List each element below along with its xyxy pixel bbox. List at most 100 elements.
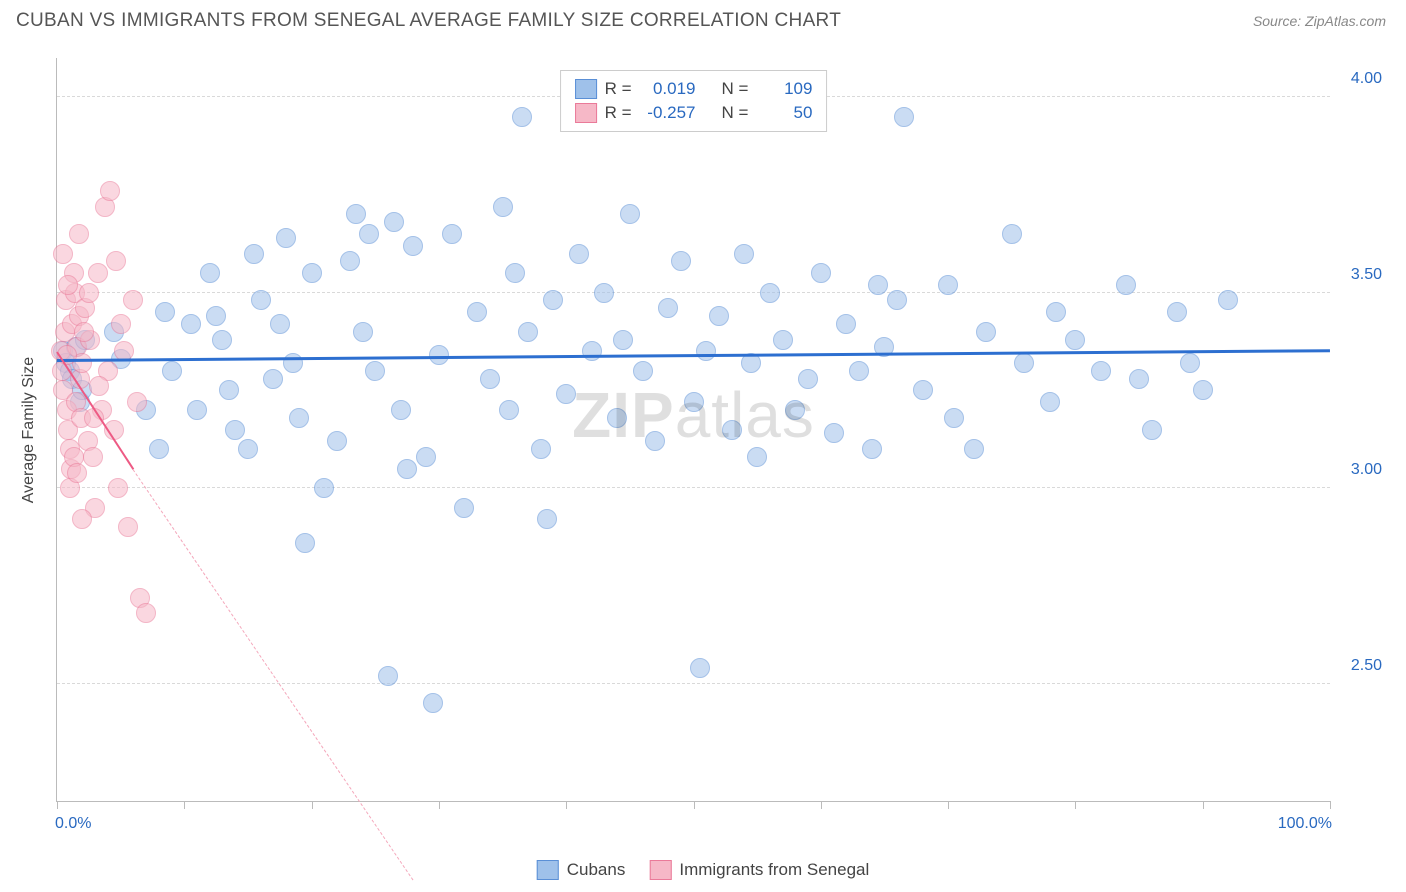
scatter-point — [684, 392, 704, 412]
chart-header: CUBAN VS IMMIGRANTS FROM SENEGAL AVERAGE… — [0, 0, 1406, 36]
scatter-point — [353, 322, 373, 342]
scatter-point — [518, 322, 538, 342]
x-tick — [312, 801, 313, 809]
scatter-point — [785, 400, 805, 420]
x-tick — [57, 801, 58, 809]
scatter-point — [537, 509, 557, 529]
scatter-point — [327, 431, 347, 451]
scatter-point — [811, 263, 831, 283]
scatter-point — [499, 400, 519, 420]
legend-n-label: N = — [722, 103, 749, 123]
scatter-point — [53, 244, 73, 264]
scatter-point — [276, 228, 296, 248]
scatter-point — [938, 275, 958, 295]
legend-stats-row: R =0.019N =109 — [575, 77, 813, 101]
scatter-point — [263, 369, 283, 389]
scatter-point — [607, 408, 627, 428]
scatter-point — [836, 314, 856, 334]
scatter-point — [302, 263, 322, 283]
scatter-point — [79, 283, 99, 303]
scatter-point — [849, 361, 869, 381]
scatter-point — [467, 302, 487, 322]
chart-source: Source: ZipAtlas.com — [1253, 13, 1386, 29]
scatter-point — [106, 251, 126, 271]
legend-n-label: N = — [722, 79, 749, 99]
y-gridline — [57, 683, 1330, 684]
legend-r-value: -0.257 — [640, 103, 696, 123]
scatter-point — [283, 353, 303, 373]
scatter-point — [200, 263, 220, 283]
scatter-point — [658, 298, 678, 318]
scatter-point — [1040, 392, 1060, 412]
legend-stats-row: R =-0.257N =50 — [575, 101, 813, 125]
scatter-point — [773, 330, 793, 350]
scatter-point — [594, 283, 614, 303]
x-tick — [1075, 801, 1076, 809]
scatter-point — [72, 509, 92, 529]
x-tick — [694, 801, 695, 809]
scatter-point — [671, 251, 691, 271]
scatter-point — [423, 693, 443, 713]
scatter-point — [633, 361, 653, 381]
scatter-point — [709, 306, 729, 326]
scatter-point — [123, 290, 143, 310]
scatter-point — [1091, 361, 1111, 381]
scatter-point — [620, 204, 640, 224]
y-tick-label: 4.00 — [1351, 70, 1382, 88]
x-tick — [1330, 801, 1331, 809]
scatter-point — [1014, 353, 1034, 373]
scatter-point — [378, 666, 398, 686]
scatter-point — [100, 181, 120, 201]
scatter-point — [862, 439, 882, 459]
y-axis-title: Average Family Size — [20, 356, 38, 502]
scatter-point — [1129, 369, 1149, 389]
scatter-point — [289, 408, 309, 428]
legend-series-label: Immigrants from Senegal — [679, 860, 869, 880]
scatter-point — [416, 447, 436, 467]
legend-swatch — [575, 79, 597, 99]
x-tick — [184, 801, 185, 809]
scatter-point — [346, 204, 366, 224]
scatter-point — [1193, 380, 1213, 400]
scatter-point — [1167, 302, 1187, 322]
x-tick — [566, 801, 567, 809]
scatter-point — [83, 447, 103, 467]
legend-series-label: Cubans — [567, 860, 626, 880]
scatter-point — [964, 439, 984, 459]
scatter-point — [359, 224, 379, 244]
scatter-point — [613, 330, 633, 350]
scatter-point — [505, 263, 525, 283]
x-tick — [439, 801, 440, 809]
scatter-point — [1046, 302, 1066, 322]
chart-container: Average Family Size ZIPatlas R =0.019N =… — [16, 50, 1390, 842]
scatter-point — [734, 244, 754, 264]
scatter-point — [384, 212, 404, 232]
scatter-point — [391, 400, 411, 420]
plot-area: Average Family Size ZIPatlas R =0.019N =… — [56, 58, 1330, 802]
scatter-point — [127, 392, 147, 412]
legend-series: Cubans Immigrants from Senegal — [537, 860, 870, 880]
y-gridline — [57, 292, 1330, 293]
scatter-point — [69, 224, 89, 244]
legend-stats-box: R =0.019N =109R =-0.257N =50 — [560, 70, 828, 132]
scatter-point — [187, 400, 207, 420]
scatter-point — [556, 384, 576, 404]
scatter-point — [868, 275, 888, 295]
scatter-point — [582, 341, 602, 361]
scatter-point — [181, 314, 201, 334]
scatter-point — [155, 302, 175, 322]
scatter-point — [88, 263, 108, 283]
scatter-point — [894, 107, 914, 127]
scatter-point — [162, 361, 182, 381]
scatter-point — [238, 439, 258, 459]
trendline-extension — [133, 469, 414, 880]
scatter-point — [206, 306, 226, 326]
scatter-point — [887, 290, 907, 310]
scatter-point — [149, 439, 169, 459]
scatter-point — [569, 244, 589, 264]
scatter-point — [442, 224, 462, 244]
scatter-point — [219, 380, 239, 400]
legend-series-item: Cubans — [537, 860, 626, 880]
scatter-point — [798, 369, 818, 389]
scatter-point — [74, 322, 94, 342]
